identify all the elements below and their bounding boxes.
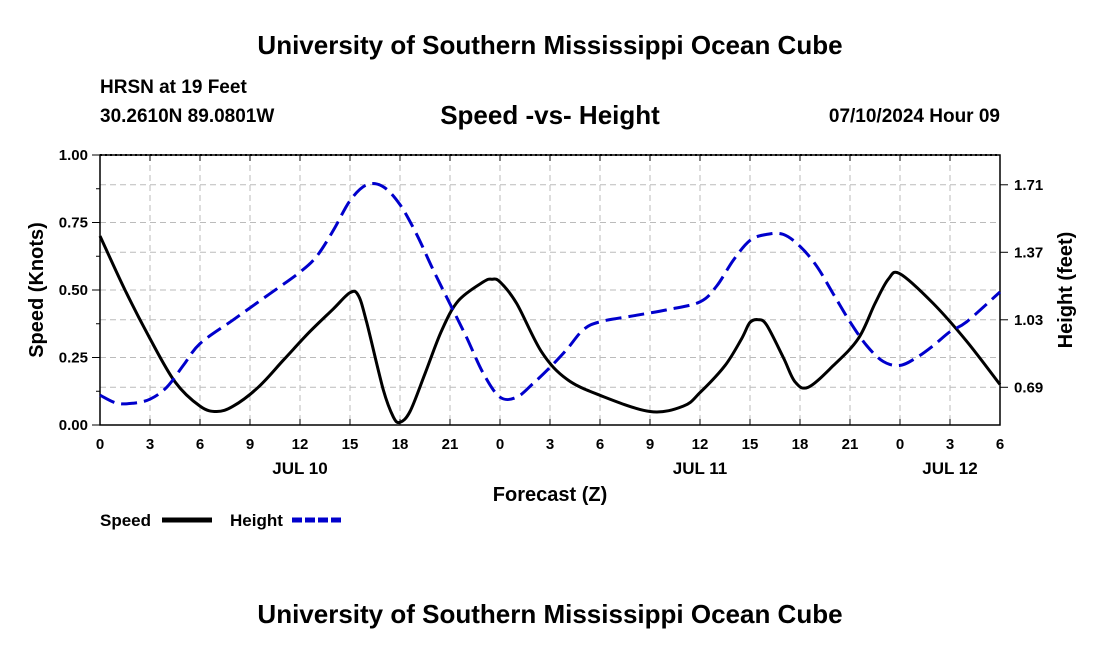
x-tick-label: 6 (196, 436, 204, 453)
y-tick-label: 0.50 (59, 282, 88, 299)
x-tick-label: 18 (792, 436, 809, 453)
forecast-datetime: 07/10/2024 Hour 09 (828, 106, 1000, 127)
y-tick-label: 1.00 (59, 147, 88, 164)
y2-tick-label: 1.37 (1014, 244, 1043, 261)
x-tick-label: 6 (996, 436, 1004, 453)
y2-tick-label: 1.71 (1014, 177, 1043, 194)
speed-height-chart: 0 3 6 9 12 15 18 21 0 3 6 9 12 15 18 21 0 3 6 JUL 10 JUL 11 J… (26, 147, 1077, 530)
x-tick-label: 18 (392, 436, 409, 453)
legend-label-speed: Speed (100, 511, 151, 530)
y2-axis-label: Height (feet) (1055, 232, 1077, 349)
y-tick-label: 0.75 (59, 215, 88, 232)
series-line-height (99, 182, 1001, 406)
axes: 0 3 6 9 12 15 18 21 0 3 6 9 12 15 18 21 0 3 6 JUL 10 JUL 11 J… (59, 147, 1043, 478)
x-tick-label: 0 (896, 436, 904, 453)
x-tick-label: 9 (246, 436, 254, 453)
y-axis-label: Speed (Knots) (26, 222, 48, 358)
x-tick-label: 12 (292, 436, 309, 453)
date-label: JUL 10 (272, 459, 327, 478)
x-axis-label: Forecast (Z) (493, 484, 607, 506)
y2-tick-label: 0.69 (1014, 379, 1043, 396)
x-tick-label: 9 (646, 436, 654, 453)
x-tick-label: 21 (842, 436, 859, 453)
x-tick-label: 21 (442, 436, 459, 453)
station-name: HRSN at 19 Feet (100, 77, 247, 98)
x-tick-label: 0 (96, 436, 104, 453)
footer-title: University of Southern Mississippi Ocean… (257, 599, 843, 629)
x-tick-label: 12 (692, 436, 709, 453)
page-title: University of Southern Mississippi Ocean… (257, 30, 843, 60)
date-label: JUL 12 (922, 459, 977, 478)
x-tick-label: 15 (342, 436, 359, 453)
y2-tick-label: 1.03 (1014, 312, 1043, 329)
date-label: JUL 11 (673, 459, 728, 478)
x-tick-label: 3 (546, 436, 554, 453)
legend: Speed Height (100, 511, 342, 530)
series (98, 182, 1002, 425)
grid (100, 155, 1000, 425)
x-tick-label: 3 (946, 436, 954, 453)
series-line-speed (98, 235, 1002, 425)
chart-title: Speed -vs- Height (440, 100, 660, 130)
station-coords: 30.2610N 89.0801W (100, 106, 275, 127)
x-tick-label: 15 (742, 436, 759, 453)
x-tick-label: 3 (146, 436, 154, 453)
y-tick-label: 0.25 (59, 350, 88, 367)
legend-label-height: Height (230, 511, 283, 530)
x-tick-label: 6 (596, 436, 604, 453)
y-tick-label: 0.00 (59, 417, 88, 434)
x-tick-label: 0 (496, 436, 504, 453)
